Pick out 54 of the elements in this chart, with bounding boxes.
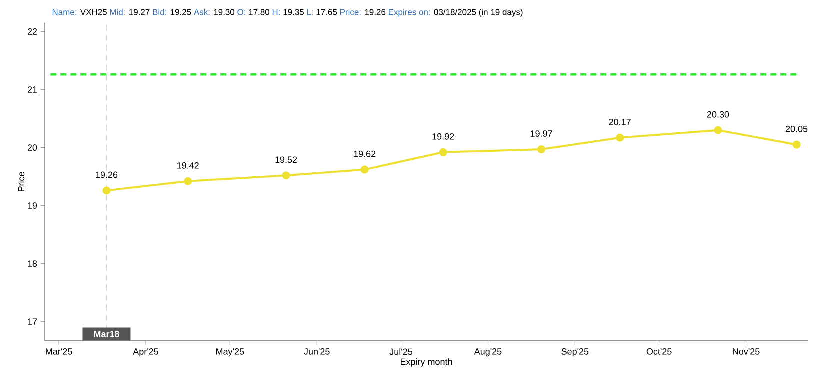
point (360, 166, 369, 174)
text: L: (307, 9, 314, 16)
y-tick-label: 17 (28, 318, 38, 325)
data-label: 19.97 (530, 130, 552, 137)
text: Expires on: (389, 9, 430, 17)
text: 17.65 (316, 9, 338, 16)
point (184, 177, 192, 186)
text: Price: (340, 9, 361, 16)
x-tick-label: Aug'25 (474, 348, 502, 357)
point (616, 134, 624, 142)
x-tick-label: Nov'25 (733, 348, 760, 355)
text: 19.27 (130, 9, 150, 16)
x-tick-label: Mar'25 (46, 348, 72, 355)
point (439, 148, 448, 156)
data-label: 19.62 (354, 150, 376, 158)
point (282, 172, 290, 180)
text: 03/18/2025 (in 19 days) (434, 9, 523, 17)
y-tick-label: 20 (28, 144, 38, 151)
text: Bid: (153, 9, 166, 16)
y-axis-title: Price (18, 172, 25, 192)
text: 19.25 (170, 9, 192, 16)
data-label: 20.05 (786, 126, 808, 132)
point (538, 145, 546, 154)
y-tick-label: 22 (28, 28, 38, 35)
point (792, 140, 801, 149)
y-tick-label: 19 (28, 202, 38, 209)
text: Mid: (110, 9, 125, 16)
x-tick-label: Oct'25 (646, 348, 672, 355)
point (714, 126, 722, 134)
y-tick-label: 18 (28, 260, 38, 267)
x-tick-label: Sep'25 (562, 348, 589, 357)
y-tick-label: 21 (28, 86, 38, 93)
text: Name: (52, 9, 76, 16)
text: 17.80 (249, 9, 270, 16)
point (102, 186, 111, 195)
data-label: 19.92 (432, 133, 454, 140)
text: VXH25 (80, 9, 107, 16)
data-label: 19.52 (276, 156, 298, 164)
text: O: (238, 9, 246, 16)
data-label: 19.42 (178, 162, 199, 169)
x-axis-title: Expiry month (400, 358, 452, 367)
x-tick-label: Apr'25 (133, 348, 158, 357)
x-tick-label: Jul'25 (390, 348, 412, 356)
x-tick-label: Jun'25 (304, 348, 330, 355)
data-label: 20.30 (707, 111, 730, 118)
text: 19.26 (365, 9, 386, 16)
text: H: (272, 9, 280, 16)
data-label: 20.17 (609, 118, 631, 126)
text: Ask: (194, 9, 210, 16)
data-label: 19.26 (96, 172, 118, 178)
ref-line-label: Mar18 (94, 331, 120, 338)
x-tick-label: May'25 (216, 348, 244, 357)
text: 19.30 (214, 9, 235, 16)
text: 19.35 (284, 9, 304, 16)
